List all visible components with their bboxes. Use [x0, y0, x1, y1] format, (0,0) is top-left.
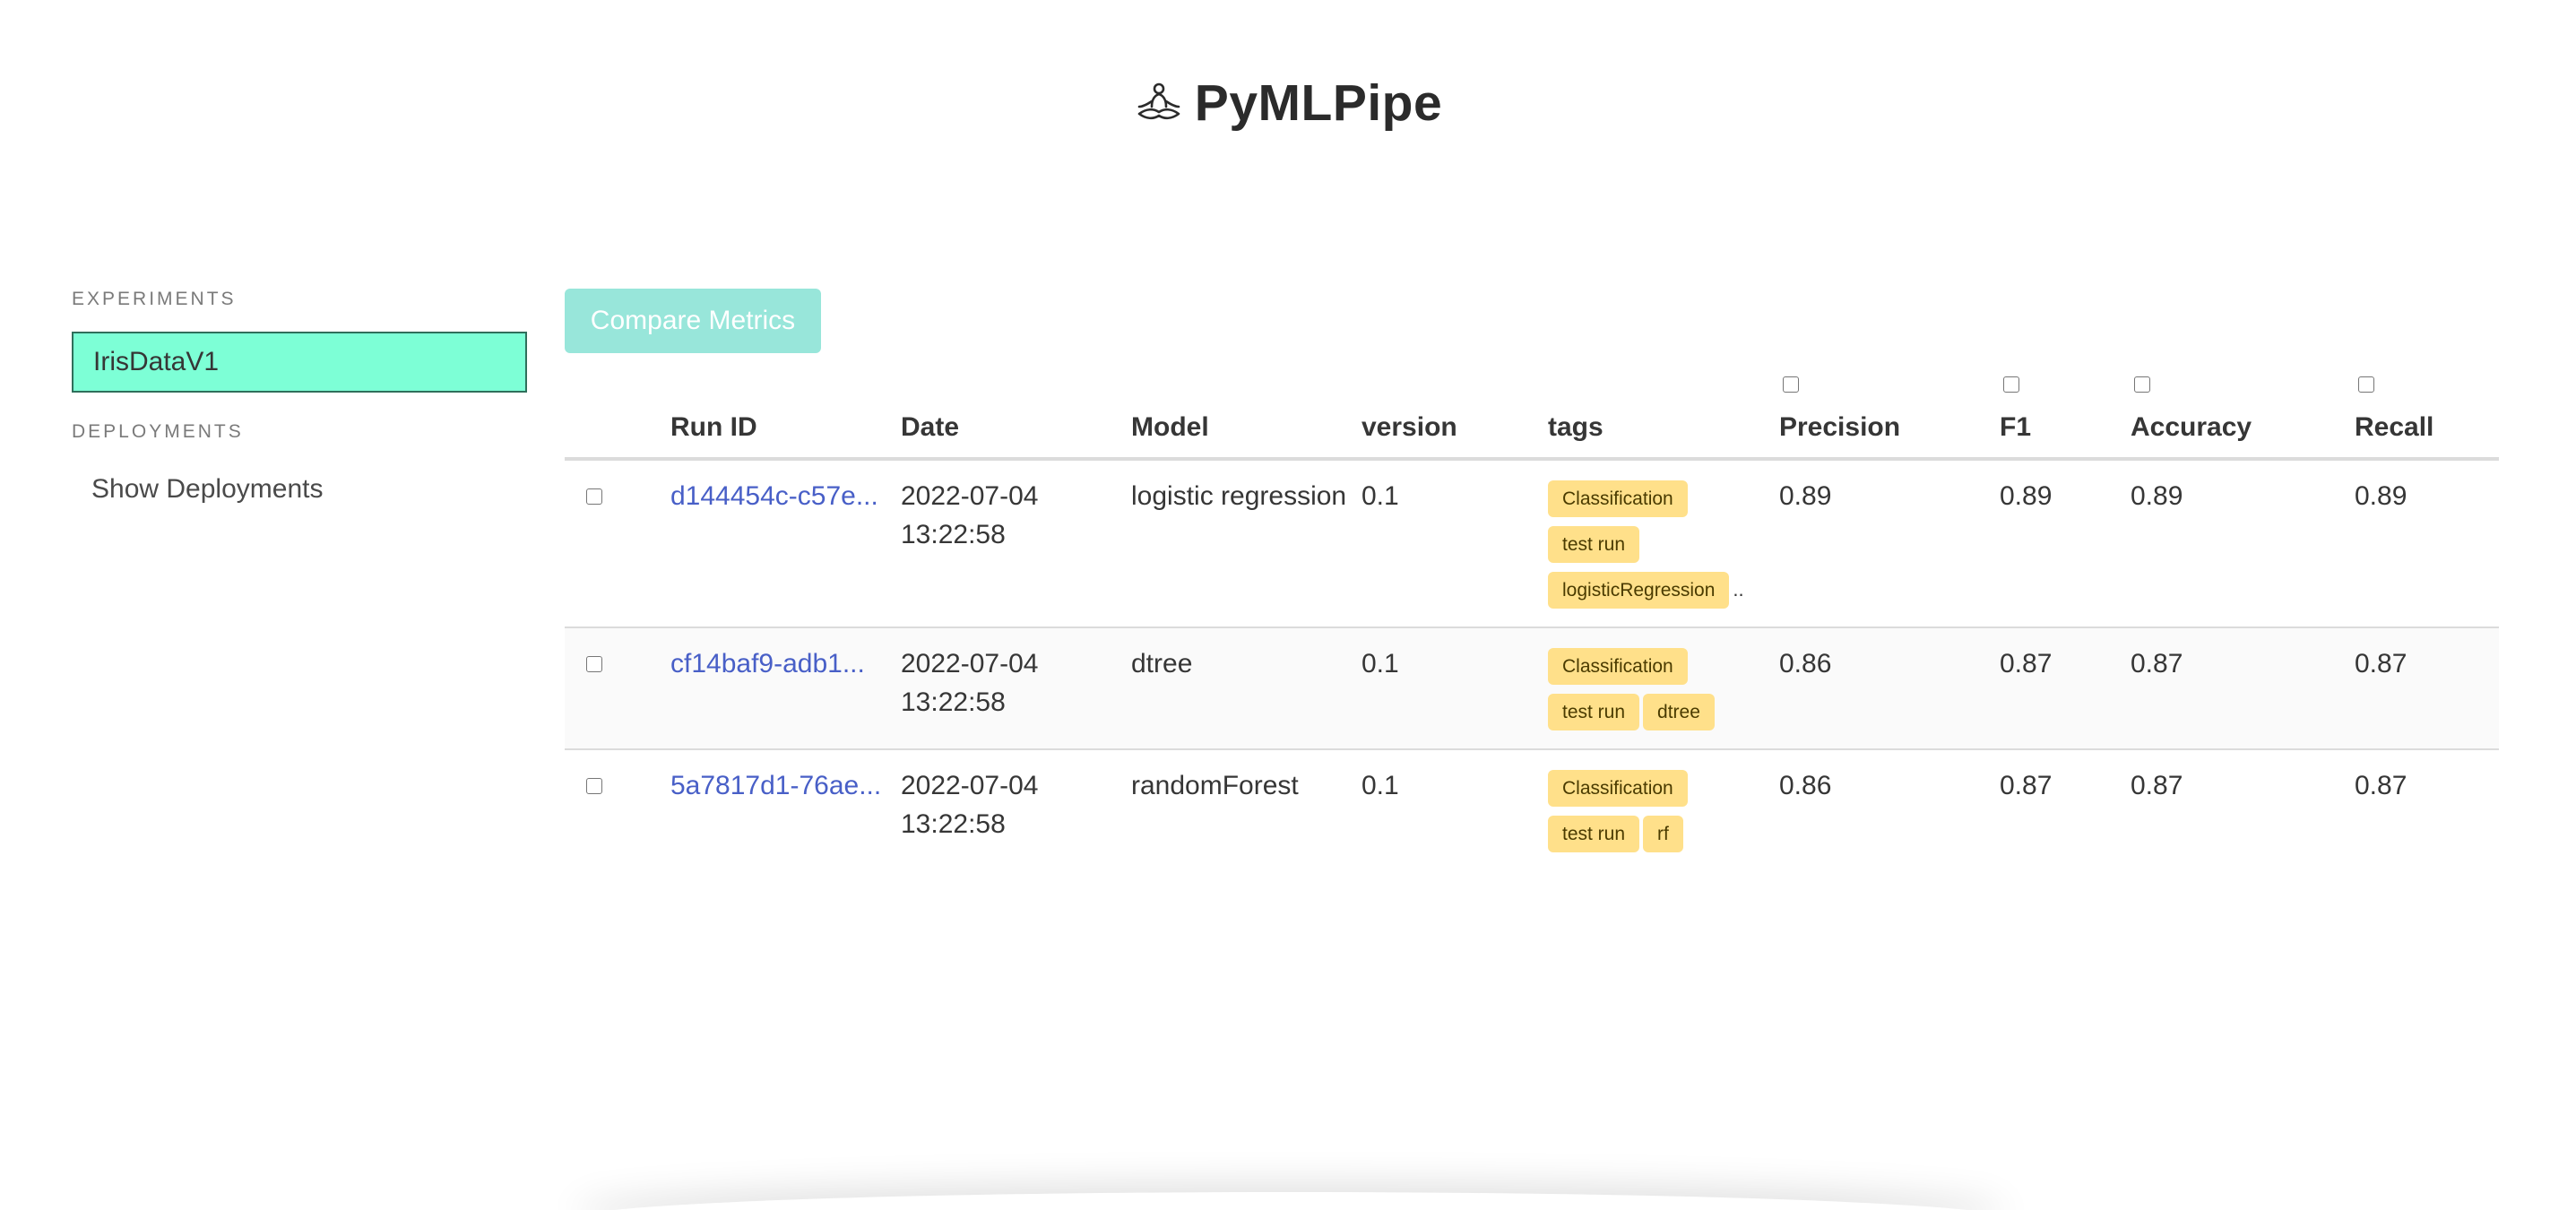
header: PyMLPipe: [0, 73, 2576, 133]
precision-cell: 0.86: [1779, 649, 1832, 678]
tag: logisticRegression: [1548, 572, 1730, 609]
model-cell: logistic regression: [1131, 481, 1347, 511]
recall-checkbox[interactable]: [2356, 369, 2499, 400]
tags-cell: Classification test run rf: [1548, 749, 1779, 870]
column-header-model: Model: [1131, 369, 1361, 461]
compare-metrics-button[interactable]: Compare Metrics: [565, 289, 821, 353]
f1-cell: 0.89: [2000, 481, 2053, 511]
recall-cell: 0.89: [2355, 481, 2407, 511]
tag: test run: [1548, 816, 1640, 852]
date-cell: 2022-07-04 13:22:58: [901, 481, 1039, 549]
brand[interactable]: PyMLPipe: [1134, 73, 1442, 133]
run-id-cell: cf14baf9-adb1...: [670, 627, 901, 749]
precision-checkbox[interactable]: [1781, 369, 2000, 400]
tags-overflow-indicator: ..: [1733, 578, 1744, 601]
version-cell: 0.1: [1361, 481, 1399, 511]
column-header-accuracy: Accuracy: [2131, 369, 2355, 461]
column-header-tags: tags: [1548, 369, 1779, 461]
sidebar-item-label: Show Deployments: [91, 474, 324, 504]
column-header-recall: Recall: [2355, 369, 2499, 461]
column-header-date: Date: [901, 369, 1131, 461]
sidebar-item-irisdatav1[interactable]: IrisDataV1: [72, 332, 527, 393]
sidebar-item-label: IrisDataV1: [93, 347, 220, 376]
tag: rf: [1643, 816, 1683, 852]
tag: Classification: [1548, 770, 1688, 807]
row-select: [565, 459, 670, 627]
tag: test run: [1548, 526, 1640, 563]
column-header-label: Precision: [1779, 412, 1901, 442]
run-id-link[interactable]: 5a7817d1-76ae...: [670, 771, 882, 800]
recall-cell: 0.87: [2355, 649, 2407, 678]
f1-checkbox[interactable]: [2001, 369, 2131, 400]
column-header-f1: F1: [2000, 369, 2131, 461]
tags-cell: Classification test run dtree: [1548, 627, 1779, 749]
run-id-cell: d144454c-c57e...: [670, 459, 901, 627]
accuracy-checkbox[interactable]: [2132, 369, 2355, 400]
table-row: 5a7817d1-76ae... 2022-07-04 13:22:58 ran…: [565, 749, 2499, 870]
tags-cell: Classification test run logisticRegressi…: [1548, 459, 1779, 627]
precision-cell: 0.86: [1779, 771, 1832, 800]
select-column-header: [565, 369, 670, 461]
table-row: d144454c-c57e... 2022-07-04 13:22:58 log…: [565, 459, 2499, 627]
column-header-run-id: Run ID: [670, 369, 901, 461]
app-title: PyMLPipe: [1194, 74, 1443, 132]
table-row: cf14baf9-adb1... 2022-07-04 13:22:58 dtr…: [565, 627, 2499, 749]
tag: Classification: [1548, 480, 1688, 517]
sidebar: EXPERIMENTS IrisDataV1 DEPLOYMENTS Show …: [72, 289, 527, 520]
tag: test run: [1548, 694, 1640, 730]
table-header-row: Run ID Date Model version tags Precision…: [565, 369, 2499, 461]
f1-cell: 0.87: [2000, 771, 2053, 800]
column-header-label: Accuracy: [2131, 412, 2252, 442]
accuracy-cell: 0.87: [2131, 771, 2183, 800]
run-id-link[interactable]: cf14baf9-adb1...: [670, 649, 865, 678]
column-header-precision: Precision: [1779, 369, 2000, 461]
run-id-link[interactable]: d144454c-c57e...: [670, 481, 878, 511]
model-cell: randomForest: [1131, 771, 1299, 800]
sidebar-item-show-deployments[interactable]: Show Deployments: [72, 459, 527, 520]
precision-cell: 0.89: [1779, 481, 1832, 511]
meditation-figure-icon: [1134, 82, 1184, 125]
version-cell: 0.1: [1361, 649, 1399, 678]
version-cell: 0.1: [1361, 771, 1399, 800]
column-header-version: version: [1361, 369, 1548, 461]
run-id-cell: 5a7817d1-76ae...: [670, 749, 901, 870]
row-checkbox[interactable]: [586, 656, 602, 672]
model-cell: dtree: [1131, 649, 1193, 678]
row-checkbox[interactable]: [586, 488, 602, 505]
date-cell: 2022-07-04 13:22:58: [901, 771, 1039, 839]
accuracy-cell: 0.89: [2131, 481, 2183, 511]
footer-shadow: [574, 1192, 2008, 1210]
f1-cell: 0.87: [2000, 649, 2053, 678]
row-checkbox[interactable]: [586, 778, 602, 794]
column-header-label: F1: [2000, 412, 2032, 442]
column-header-label: Recall: [2355, 412, 2434, 442]
runs-table: Run ID Date Model version tags Precision…: [565, 369, 2499, 870]
row-select: [565, 749, 670, 870]
row-select: [565, 627, 670, 749]
deployments-label: DEPLOYMENTS: [72, 421, 244, 442]
experiments-label: EXPERIMENTS: [72, 289, 237, 309]
accuracy-cell: 0.87: [2131, 649, 2183, 678]
tag: dtree: [1643, 694, 1715, 730]
main-content: Compare Metrics Run ID Date Model: [565, 289, 2499, 870]
recall-cell: 0.87: [2355, 771, 2407, 800]
date-cell: 2022-07-04 13:22:58: [901, 649, 1039, 717]
tag: Classification: [1548, 648, 1688, 685]
